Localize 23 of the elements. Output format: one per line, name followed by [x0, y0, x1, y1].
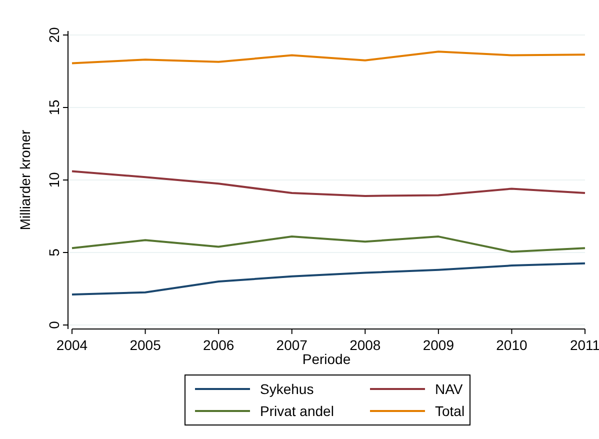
x-tick-label: 2009 [422, 337, 454, 353]
x-tick-label: 2007 [276, 337, 308, 353]
line-series [71, 262, 586, 296]
legend-label: NAV [435, 381, 464, 397]
x-tick-label: 2005 [130, 337, 162, 353]
x-tick-label: 2008 [350, 337, 381, 353]
y-tick-label: 20 [46, 27, 62, 43]
x-tick-label: 2011 [570, 337, 599, 353]
line-series [71, 170, 586, 197]
y-axis-title: Milliarder kroner [17, 129, 33, 230]
line-series [71, 50, 586, 64]
x-tick-label: 2010 [496, 337, 528, 353]
y-tick-label: 5 [46, 248, 62, 256]
y-tick-label: 0 [46, 320, 62, 329]
legend-label: Sykehus [260, 381, 314, 397]
x-tick-label: 2004 [56, 337, 88, 353]
x-tick-label: 2006 [202, 337, 234, 353]
legend-label: Total [435, 403, 465, 419]
x-axis-title: Periode [302, 351, 351, 367]
y-tick-label: 10 [46, 172, 62, 188]
y-tick-label: 15 [46, 100, 62, 116]
line-series [71, 236, 586, 253]
legend-label: Privat andel [260, 403, 334, 419]
